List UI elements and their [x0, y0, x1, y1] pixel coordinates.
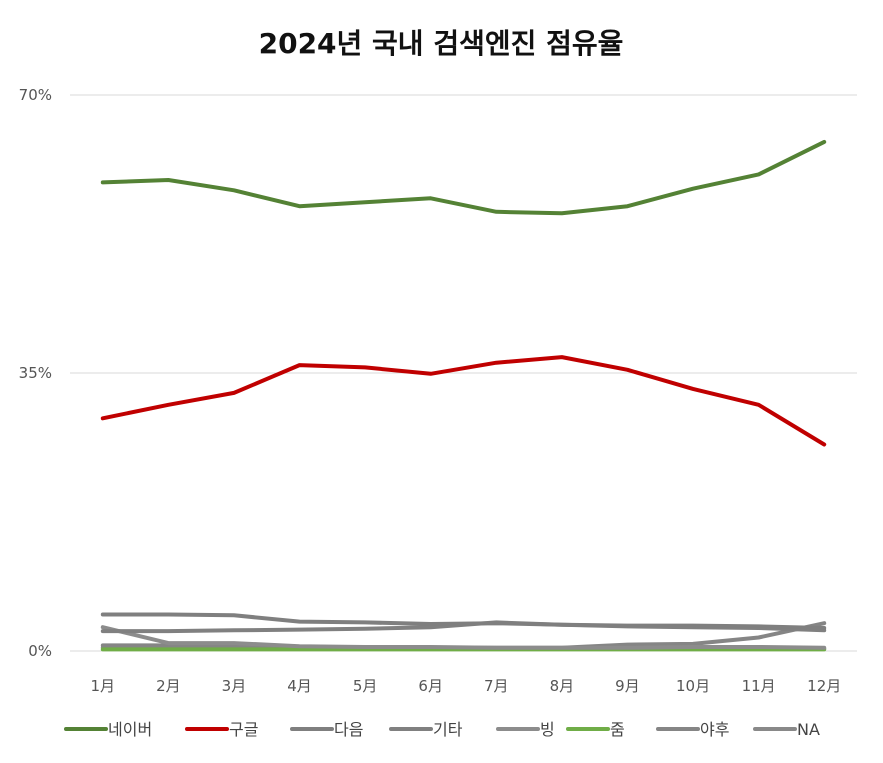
legend-label: 네이버	[108, 720, 152, 739]
series-line-5	[100, 625, 827, 650]
x-tick-label: 7月	[484, 677, 509, 695]
y-axis-ticks: 0% 35% 70%	[19, 86, 52, 660]
y-tick-label: 70%	[19, 86, 52, 104]
legend-label: 야후	[700, 720, 729, 739]
x-tick-label: 12月	[807, 677, 841, 695]
series-lines	[100, 139, 827, 652]
legend-label: 구글	[229, 720, 258, 739]
x-tick-label: 5月	[353, 677, 378, 695]
series-line-2	[100, 355, 827, 447]
x-tick-label: 3月	[222, 677, 247, 695]
x-tick-label: 10月	[676, 677, 710, 695]
series-line-1	[100, 139, 827, 216]
x-tick-label: 8月	[550, 677, 575, 695]
chart-title: 2024년 국내 검색엔진 점유율	[259, 27, 624, 60]
x-tick-label: 11月	[742, 677, 776, 695]
x-tick-label: 1月	[91, 677, 116, 695]
x-tick-label: 4月	[287, 677, 312, 695]
x-tick-label: 9月	[615, 677, 640, 695]
legend-label: 기타	[433, 720, 463, 739]
legend: 네이버 구글 다음 기타 빙 줌 야후 NA	[64, 720, 820, 739]
x-tick-label: 6月	[418, 677, 443, 695]
legend-label: 빙	[540, 720, 555, 739]
x-axis-ticks: 1月 2月 3月 4月 5月 6月 7月 8月 9月 10月 11月 12月	[91, 677, 842, 695]
y-tick-label: 35%	[19, 364, 52, 382]
legend-label: 줌	[610, 720, 625, 739]
y-tick-label: 0%	[28, 642, 52, 660]
x-tick-label: 2月	[156, 677, 181, 695]
series-line-3	[100, 612, 827, 630]
legend-label: 다음	[334, 720, 363, 739]
legend-label: NA	[797, 720, 820, 739]
